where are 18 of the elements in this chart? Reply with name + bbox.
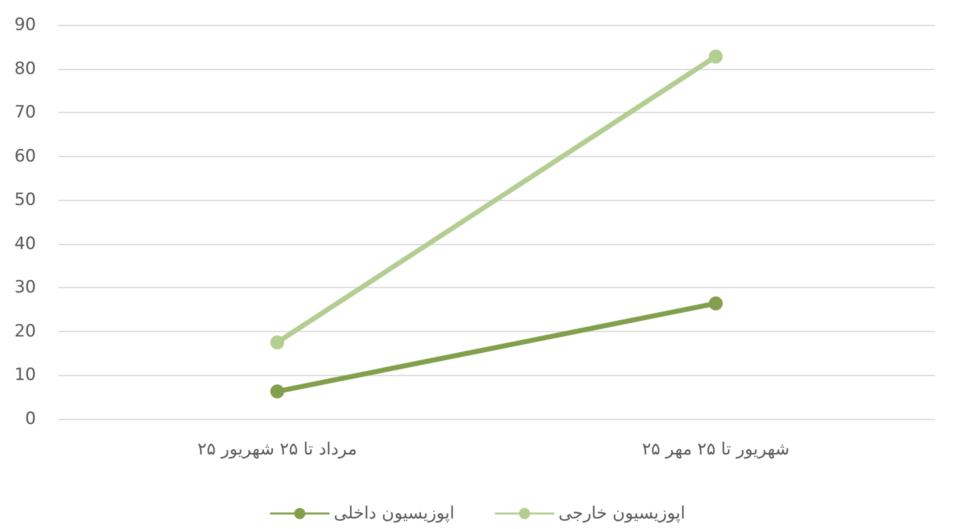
point: [708, 296, 723, 310]
y-tick-label: 40: [14, 234, 36, 254]
legend-label: اپوزیسیون خارجی: [558, 504, 686, 524]
y-tick-label: 0: [25, 409, 36, 429]
y-tick-label: 90: [14, 15, 36, 35]
y-tick-label: 20: [14, 321, 36, 342]
point: [708, 50, 723, 64]
x-tick-label: ۲۵ مرداد تا ۲۵ شهریور: [197, 440, 358, 460]
y-tick-label: 80: [14, 58, 36, 79]
legend-label: اپوزیسیون داخلی: [334, 504, 455, 524]
point: [270, 335, 284, 350]
x-tick-label: ۲۵ شهریور تا ۲۵ مهر: [642, 440, 790, 460]
y-tick-label: 10: [14, 365, 36, 386]
point: [270, 384, 284, 398]
y-tick-label: 60: [14, 146, 36, 166]
y-tick-label: 70: [14, 102, 36, 123]
y-tick-label: 50: [14, 190, 36, 210]
y-tick-label: 30: [14, 278, 36, 298]
